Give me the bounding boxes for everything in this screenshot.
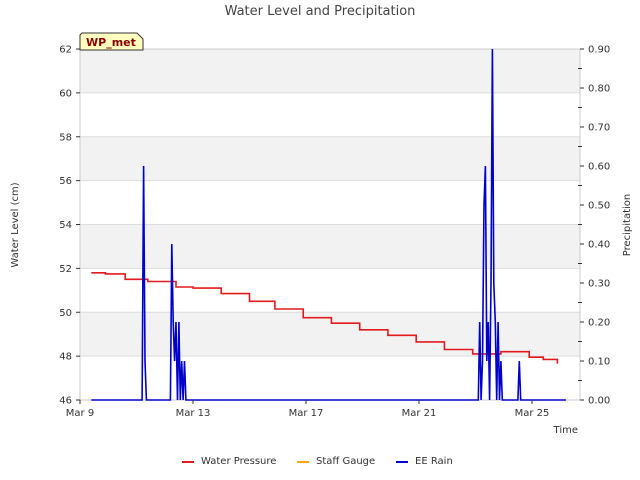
x-axis-tick-label: Mar 9 bbox=[66, 408, 94, 419]
left-axis-tick-label: 56 bbox=[59, 176, 72, 187]
background-band bbox=[80, 136, 580, 181]
legend-label-staff-gauge: Staff Gauge bbox=[316, 456, 375, 467]
right-axis-tick-label: 0.80 bbox=[588, 84, 610, 95]
right-axis-tick-label: 0.00 bbox=[588, 396, 610, 407]
right-axis-tick-label: 0.90 bbox=[588, 45, 610, 56]
right-axis-tick-label: 0.50 bbox=[588, 201, 610, 212]
background-band bbox=[80, 356, 580, 400]
left-axis-tick-label: 54 bbox=[59, 220, 72, 231]
right-axis-tick-label: 0.30 bbox=[588, 279, 610, 290]
x-axis-tick-label: Mar 25 bbox=[515, 408, 550, 419]
right-axis-tick-label: 0.40 bbox=[588, 240, 610, 251]
right-axis-tick-label: 0.10 bbox=[588, 357, 610, 368]
chart-title: Water Level and Precipitation bbox=[225, 4, 416, 19]
background-band bbox=[80, 49, 580, 93]
legend-label-water-pressure: Water Pressure bbox=[201, 456, 276, 467]
station-badge: WP_met bbox=[79, 32, 144, 51]
x-axis-title: Time bbox=[553, 425, 578, 436]
x-axis-tick-label: Mar 13 bbox=[176, 408, 211, 419]
left-axis-tick-label: 58 bbox=[59, 132, 72, 143]
left-y-axis: 46 48 50 52 54 56 58 60 62 bbox=[59, 45, 80, 407]
background-band bbox=[80, 224, 580, 269]
station-badge-label: WP_met bbox=[86, 36, 136, 49]
background-band bbox=[80, 268, 580, 313]
right-axis-tick-label: 0.20 bbox=[588, 318, 610, 329]
x-axis-tick-label: Mar 17 bbox=[289, 408, 324, 419]
left-axis-title: Water Level (cm) bbox=[10, 182, 21, 267]
right-axis-tick-label: 0.70 bbox=[588, 123, 610, 134]
left-axis-tick-label: 60 bbox=[59, 88, 72, 99]
left-axis-tick-label: 46 bbox=[59, 396, 72, 407]
left-axis-tick-label: 62 bbox=[59, 45, 72, 56]
right-y-axis: 0.00 0.10 0.20 0.30 0.40 0.50 0.60 0.70 0.80 0.90 bbox=[578, 45, 610, 407]
station-badge-box bbox=[79, 32, 144, 51]
left-axis-tick-label: 50 bbox=[59, 308, 72, 319]
legend-label-ee-rain: EE Rain bbox=[415, 456, 453, 467]
plot-background-bands bbox=[80, 49, 580, 400]
ee-rain-line bbox=[91, 48, 566, 401]
right-axis-tick-label: 0.60 bbox=[588, 162, 610, 173]
x-axis-tick-label: Mar 21 bbox=[402, 408, 437, 419]
left-axis-tick-label: 48 bbox=[59, 352, 72, 363]
x-axis: Mar 9 Mar 13 Mar 17 Mar 21 Mar 25 bbox=[66, 400, 550, 419]
background-band bbox=[80, 180, 580, 225]
water-pressure-line bbox=[91, 272, 559, 364]
background-band bbox=[80, 92, 580, 137]
left-axis-tick-label: 52 bbox=[59, 264, 72, 275]
right-axis-title: Precipitation bbox=[622, 194, 633, 257]
series-layer bbox=[91, 48, 566, 401]
legend: Water Pressure Staff Gauge EE Rain bbox=[182, 456, 453, 467]
background-band bbox=[80, 312, 580, 357]
